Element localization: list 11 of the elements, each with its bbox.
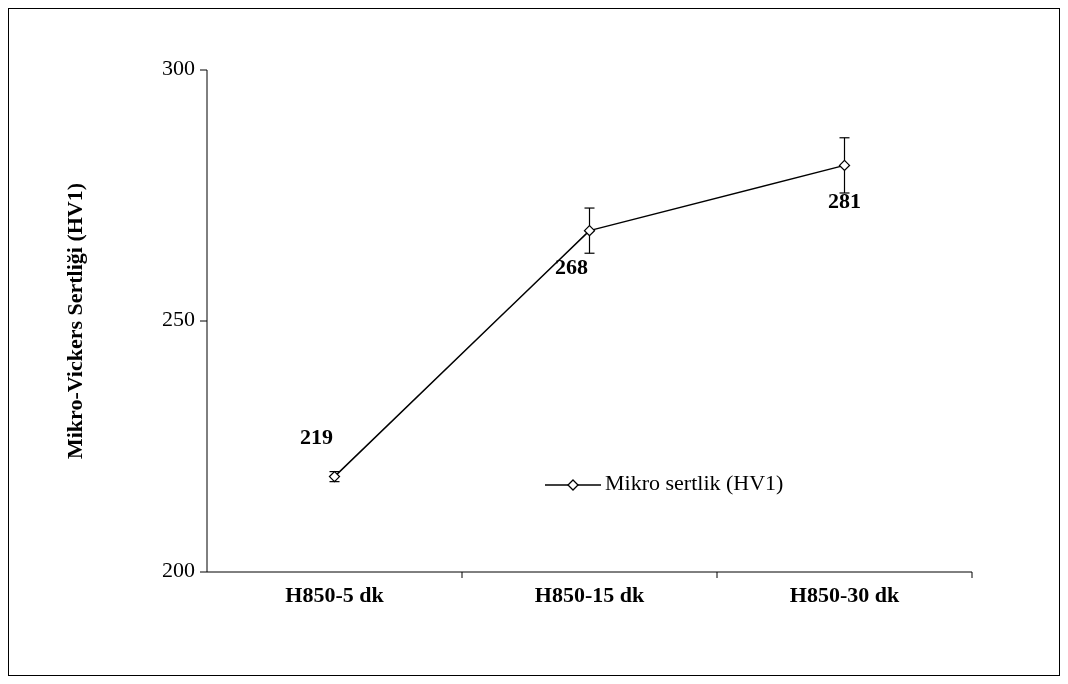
data-label: 219 [300, 423, 333, 449]
x-tick-label: H850-30 dk [789, 582, 900, 607]
y-axis-title: Mikro-Vickers Sertliği (HV1) [62, 182, 87, 460]
y-tick-label: 300 [162, 55, 195, 81]
x-tick-label: H850-15 dk [534, 582, 645, 607]
legend-label: Mikro sertlik (HV1) [605, 470, 784, 496]
data-label: 281 [828, 188, 861, 214]
y-tick-label: 250 [162, 306, 195, 332]
x-tick-label: H850-5 dk [285, 582, 385, 607]
data-label: 268 [555, 253, 588, 279]
y-tick-label: 200 [162, 557, 195, 583]
